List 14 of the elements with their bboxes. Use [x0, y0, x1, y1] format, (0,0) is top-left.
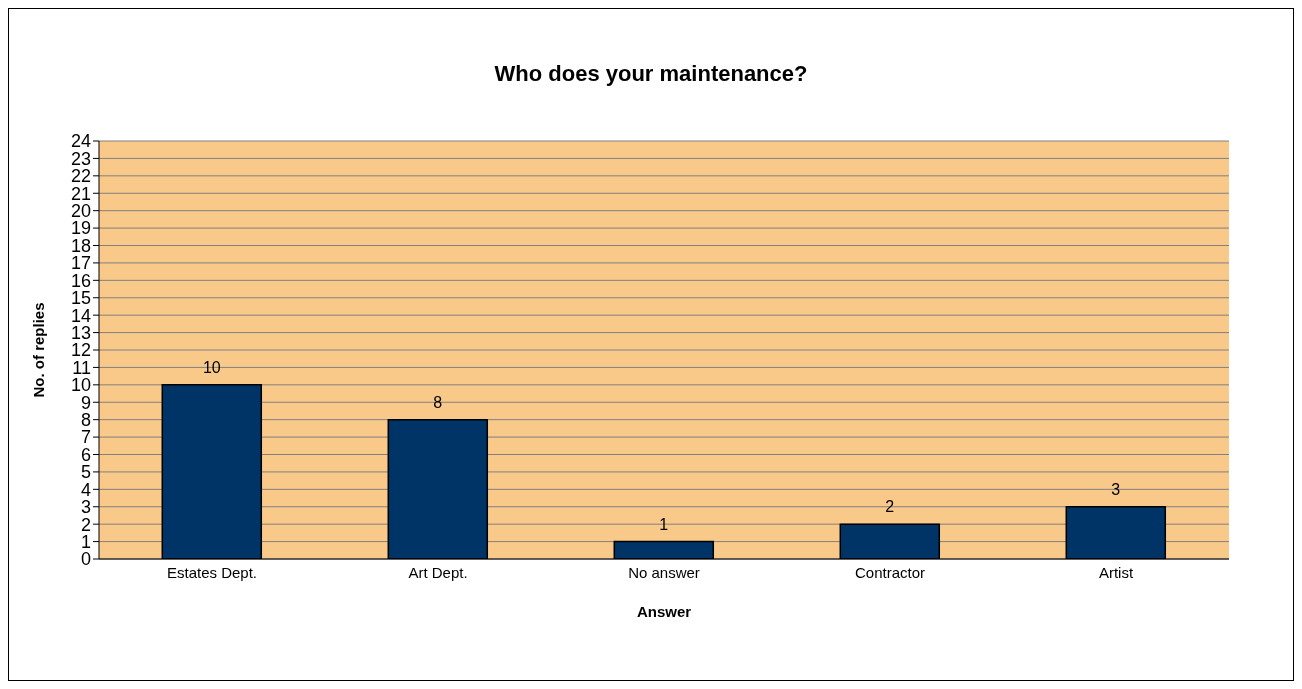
data-label: 1	[659, 515, 669, 533]
x-tick-label: Art Dept.	[408, 563, 468, 581]
y-tick-label: 0	[80, 549, 91, 570]
x-axis-title: Answer	[636, 603, 692, 620]
data-label: 3	[1111, 480, 1121, 498]
x-tick-label: Contractor	[854, 563, 926, 581]
y-axis-title: No. of replies	[30, 302, 48, 398]
x-tick-label: Estates Dept.	[166, 563, 258, 581]
data-label: 10	[202, 358, 221, 376]
x-tick-label: No answer	[628, 563, 700, 581]
data-label: 2	[885, 498, 895, 516]
data-label: 8	[433, 393, 443, 411]
x-tick-label: Artist	[1098, 563, 1134, 581]
chart-title: Who does your maintenance?	[493, 61, 809, 87]
